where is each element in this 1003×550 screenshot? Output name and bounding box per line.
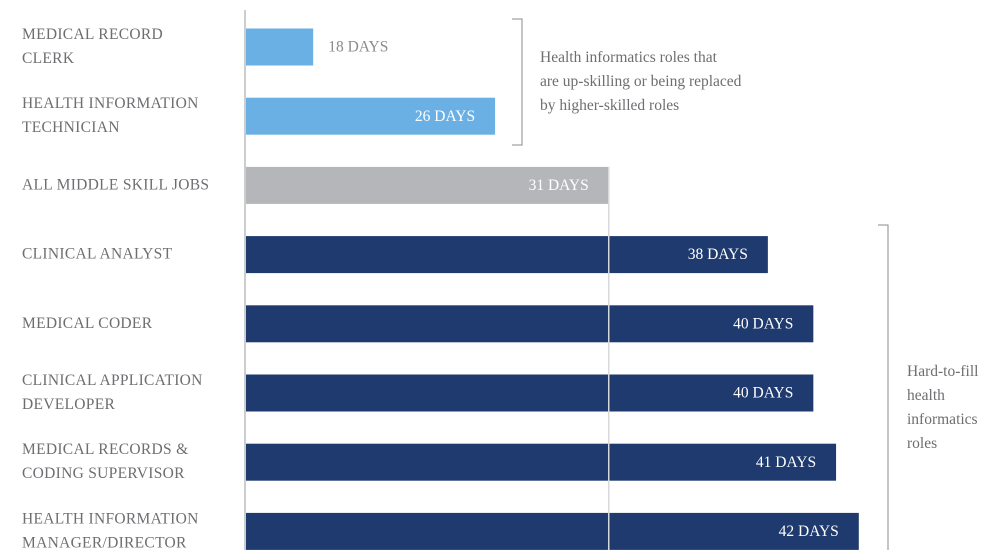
category-label: ALL MIDDLE SKILL JOBS [22,176,209,193]
category-label: HEALTH INFORMATION MANAGER/DIRECTOR [22,510,199,550]
bar [246,512,859,550]
bar [246,166,609,204]
value-label: 40 DAYS [733,385,793,402]
bar [246,28,314,66]
value-label: 42 DAYS [779,523,839,540]
bar [246,305,814,343]
annotation: Hard-to-fill health informatics roles [907,363,978,452]
category-label: MEDICAL RECORDS & CODING SUPERVISOR [22,441,188,482]
value-label: 18 DAYS [328,39,388,56]
value-label: 38 DAYS [688,246,748,263]
value-label: 41 DAYS [756,454,816,471]
bar [246,374,814,412]
bracket [512,18,523,146]
bar [246,443,837,481]
bracket [878,224,889,550]
bar [246,236,768,274]
annotation: Health informatics roles that are up-skil… [540,49,742,114]
bar [246,97,496,135]
category-label: CLINICAL APPLICATION DEVELOPER [22,372,203,413]
category-label: MEDICAL RECORD CLERK [22,26,163,67]
category-label: CLINICAL ANALYST [22,245,173,262]
value-label: 31 DAYS [529,177,589,194]
category-label: HEALTH INFORMATION TECHNICIAN [22,95,199,136]
category-label: MEDICAL CODER [22,314,153,331]
value-label: 26 DAYS [415,108,475,125]
value-label: 40 DAYS [733,315,793,332]
